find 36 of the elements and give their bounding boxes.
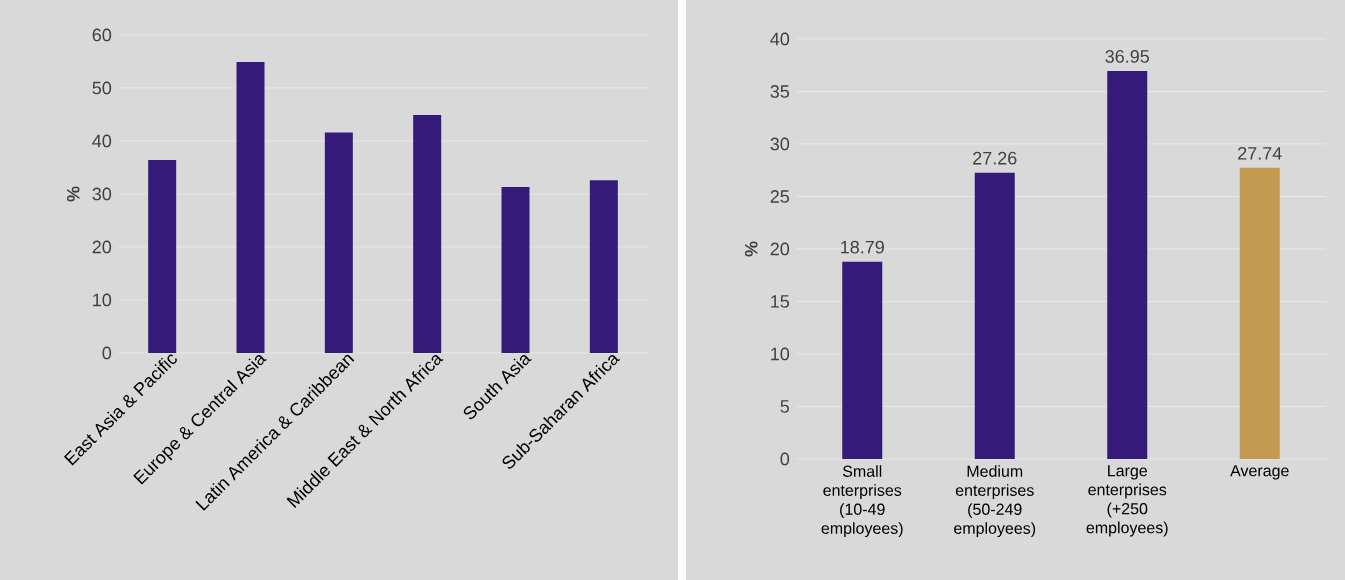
data-label: 36.95 (1105, 50, 1150, 63)
x-tick-label: Average (1230, 465, 1289, 480)
data-label: 18.79 (841, 240, 884, 254)
y-tick-label: 5 (780, 400, 790, 413)
x-tick-label: Large enterprises (+250 employees) (1086, 465, 1168, 537)
y-tick-label: 10 (93, 293, 112, 307)
data-label: 27.26 (973, 151, 1017, 165)
bar (1107, 71, 1148, 459)
y-tick-label: 20 (92, 240, 112, 254)
bar (974, 172, 1015, 459)
y-tick-label: 0 (780, 452, 790, 466)
bar (501, 187, 530, 353)
bar (148, 160, 177, 353)
y-tick-label: 15 (771, 295, 790, 308)
x-tick-label: Medium enterprises (50-249 employees) (954, 465, 1036, 538)
y-tick-label: 60 (92, 28, 112, 42)
y-tick-label: 35 (770, 85, 790, 98)
bar (413, 115, 442, 353)
y-axis-title: % (744, 241, 758, 257)
y-tick-label: 20 (770, 242, 790, 256)
y-tick-label: 10 (771, 347, 790, 361)
y-tick-label: 30 (770, 137, 790, 151)
bar (589, 180, 618, 353)
bar (324, 132, 353, 353)
y-tick-label: 0 (102, 346, 112, 360)
y-tick-label: 40 (770, 32, 790, 46)
bar (842, 261, 883, 459)
y-axis-title: % (66, 186, 80, 202)
y-tick-label: 40 (92, 134, 112, 148)
bar (1239, 167, 1280, 459)
y-tick-label: 25 (770, 190, 790, 203)
x-tick-label: Small enterprises (10-49 employees) (821, 465, 903, 538)
data-label: 27.74 (1238, 146, 1282, 160)
y-tick-label: 50 (92, 81, 112, 95)
y-tick-label: 30 (92, 187, 112, 201)
bar (236, 62, 265, 353)
